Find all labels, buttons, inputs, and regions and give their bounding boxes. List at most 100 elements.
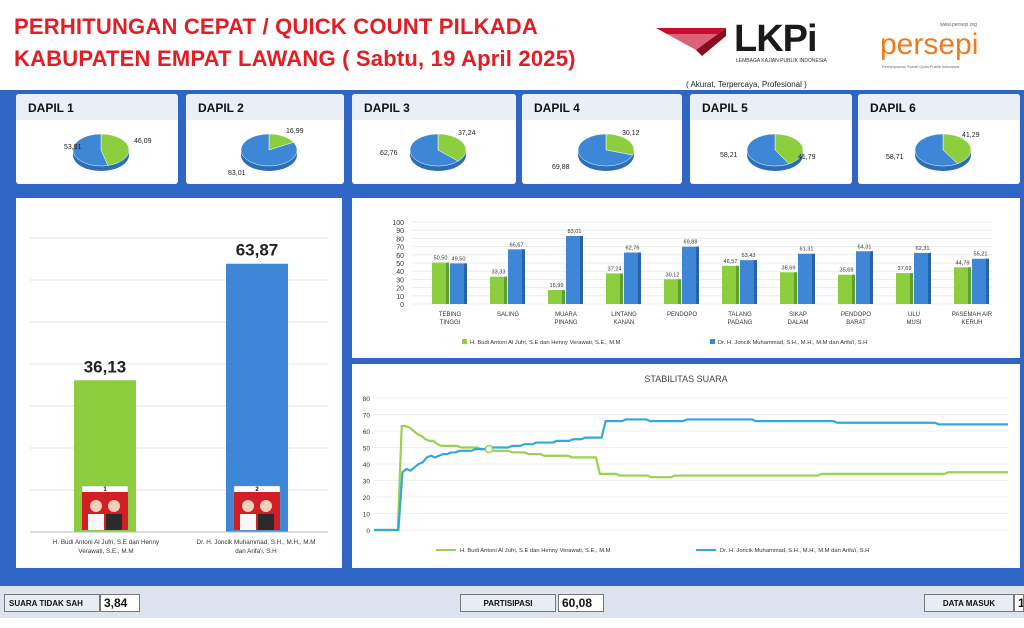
pie-slice-green [437,133,467,162]
district-bar-shade [464,263,467,304]
legend-label: Dr. H. Joncik Muhammad, S.H., M.H., M.M … [718,340,867,346]
pie-green-label: 41,79 [798,154,816,161]
district-bar-shade [852,274,855,304]
district-bar-shade [620,273,623,304]
district-bar-label: 61,31 [800,247,814,253]
dapil-card-4: DAPIL 4 30,12 69,88 [522,94,682,184]
pie-blue-label: 83,01 [228,170,246,177]
district-label: TALANG PADANG [728,312,753,326]
district-bar-label: 44,79 [956,260,970,266]
pie-slice-green [100,133,130,166]
district-bar-shade [696,246,699,304]
y-tick-label: 50 [396,261,404,268]
district-bar-shade [928,252,931,304]
district-bar [972,258,989,304]
y-tick-label: 60 [363,429,371,436]
district-bar [798,253,815,304]
district-bar [896,273,913,304]
district-bar-shade [736,265,739,304]
stability-line [374,424,1008,532]
district-bar-shade [562,290,565,304]
pie-blue-label: 62,76 [380,150,398,157]
district-bar [548,290,565,304]
district-bar-shade [986,258,989,304]
district-bar [838,274,855,304]
district-bar-label: 53,43 [742,253,756,259]
persepi-url: www.persepi.org [940,22,977,28]
district-bar-label: 35,69 [840,268,854,274]
candidate-body [88,514,104,530]
y-tick-label: 70 [396,245,404,252]
district-bar-label: 49,50 [452,256,466,262]
district-label: ULU MUSI [907,312,922,326]
y-tick-label: 20 [363,495,371,502]
district-label: PENDOPO [667,312,697,318]
candidate-face [108,500,120,512]
district-label: SALING [497,312,519,318]
district-bar-label: 30,12 [666,272,680,278]
candidate-face [90,500,102,512]
y-tick-label: 20 [396,286,404,293]
bar-value-label: 63,87 [236,241,279,260]
y-tick-label: 60 [396,253,404,260]
pie-blue-label: 58,21 [720,152,738,159]
stability-panel: STABILITAS SUARA 0 10 20 30 40 50 60 70 80 H. Budi… [352,364,1020,568]
dapil-card-1: DAPIL 1 46,09 53,91 [16,94,178,184]
pie-green-label: 30,12 [622,130,640,137]
district-bar [682,246,699,304]
pie-green-label: 37,24 [458,130,476,137]
dapil-card-5: DAPIL 5 41,79 58,21 [690,94,852,184]
dapil-label: DAPIL 4 [522,94,682,120]
district-label: LINTANG KANAN [611,312,637,326]
district-bar-shade [580,235,583,304]
pie-blue-label: 53,91 [64,144,82,151]
pie-slice-blue [409,133,459,167]
candidate-face [242,500,254,512]
candidate-body [258,514,274,530]
district-bar-shade [446,262,449,304]
y-tick-label: 80 [363,396,371,403]
legend-label: H. Budi Antoni Al Jufri, S.E dan Henny V… [470,340,621,346]
district-bar [432,262,449,304]
candidate-face [260,500,272,512]
pie-slice-blue [72,133,109,167]
pie-slice-blue [746,133,790,167]
pie-slice-green [774,133,804,165]
category-label: H. Budi Antoni Al Jufri, S.E dan Henny Ve… [53,539,160,555]
persepi-logo: persepi [880,28,979,61]
y-tick-label: 10 [396,294,404,301]
pie-green-label: 41,29 [962,132,980,139]
y-tick-label: 30 [363,479,371,486]
overall-bar-panel: 36,13 1 63,87 2 H. Budi Antoni Al Jufri, S.… [16,198,342,568]
district-bar [914,252,931,304]
data-in-label: DATA MASUK [924,594,1014,612]
district-bar-label: 64,31 [858,244,872,250]
y-tick-label: 100 [392,220,404,227]
dapil-6-pie [914,133,972,171]
candidate-number: 1 [103,487,107,493]
lkpi-tagline: ( Akurat, Terpercaya, Profesional ) [686,80,807,89]
dapil-2-pie [240,133,298,171]
dapil-label: DAPIL 2 [186,94,344,120]
y-tick-label: 30 [396,277,404,284]
district-bar [508,249,525,304]
invalid-votes-label: SUARA TIDAK SAH [4,594,100,612]
district-bar-label: 62,76 [626,246,640,252]
district-bar [664,279,681,304]
y-tick-label: 10 [363,512,371,519]
candidate-number: 2 [255,487,259,493]
dapil-label: DAPIL 3 [352,94,516,120]
district-bar [606,273,623,304]
lkpi-logo: LKPi LEMBAGA KAJIAN PUBLIK INDONESIA ( A… [656,18,856,89]
district-bar-shade [870,251,873,304]
legend-label: Dr. H. Joncik Muhammad, S.H., M.H., M.M … [720,548,869,554]
district-bar-label: 37,24 [608,266,622,272]
district-bar [722,265,739,304]
district-bar-shade [968,267,971,304]
district-bar-label: 16,99 [550,283,564,289]
participation-value: 60,08 [558,594,604,612]
district-bar-shade [678,279,681,304]
lkpi-wordmark: LKPi [734,18,818,60]
pie-green-label: 16,99 [286,128,304,135]
